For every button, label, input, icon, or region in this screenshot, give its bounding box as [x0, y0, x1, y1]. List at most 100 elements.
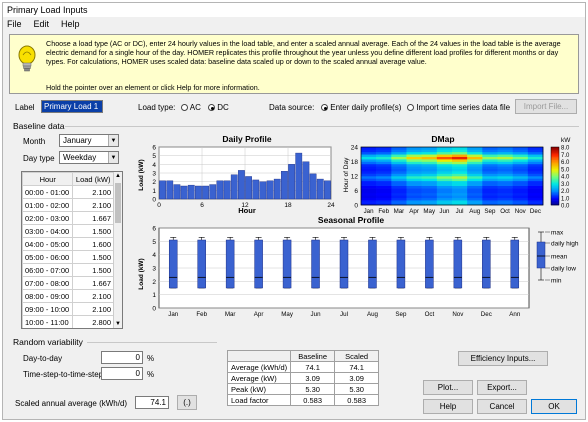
dmap-cell: [482, 171, 498, 174]
stats-header-scaled: Scaled: [334, 350, 380, 362]
daytype-select[interactable]: Weekday ▼: [59, 151, 119, 164]
daily-bar: [259, 181, 267, 200]
dmap-cell: [436, 195, 453, 199]
label-input[interactable]: Primary Load 1: [41, 100, 103, 113]
table-row[interactable]: 08:00 - 09:00 2.100: [22, 289, 114, 303]
table-row[interactable]: 05:00 - 06:00 1.500: [22, 250, 114, 264]
dmap-cell: [361, 190, 377, 194]
load-cell[interactable]: 1.500: [72, 263, 114, 277]
dmap-cell: [512, 163, 529, 167]
scaled-average-button[interactable]: (.): [177, 395, 197, 410]
menu-help[interactable]: Help: [61, 19, 80, 29]
dmap-cell: [406, 178, 422, 182]
daily-bar: [302, 161, 310, 200]
dmap-cell: [467, 159, 483, 162]
timestep-input[interactable]: 0: [101, 367, 143, 380]
data-source-enter-radio[interactable]: Enter daily profile(s): [321, 103, 401, 112]
dmap-cell: [497, 178, 513, 182]
hour-cell: 01:00 - 02:00: [22, 198, 74, 212]
daily-y-tick: 0: [152, 197, 156, 204]
table-scrollbar[interactable]: ▲ ▼: [113, 172, 122, 328]
load-cell[interactable]: 1.500: [72, 250, 114, 264]
daily-y-tick: 3: [152, 171, 156, 178]
stats-row: Load factor 0.583 0.583: [226, 394, 380, 406]
dmap-cell: [406, 197, 422, 201]
plot-button[interactable]: Plot...: [423, 380, 473, 395]
month-select[interactable]: January ▼: [59, 134, 119, 147]
dmap-cell: [467, 192, 483, 196]
help-button[interactable]: Help: [423, 399, 473, 414]
dmap-cell: [421, 154, 438, 157]
menu-bar: File Edit Help: [3, 17, 585, 31]
seasonal-box: [282, 239, 292, 289]
scaled-average-input[interactable]: 74.1: [135, 396, 169, 409]
load-cell[interactable]: 1.667: [72, 211, 114, 225]
dmap-cell: [406, 200, 422, 203]
table-row[interactable]: 06:00 - 07:00 1.500: [22, 263, 114, 277]
seasonal-box: [168, 239, 178, 289]
dmap-cell: [436, 197, 453, 201]
table-row[interactable]: 07:00 - 08:00 1.667: [22, 276, 114, 290]
menu-edit[interactable]: Edit: [33, 19, 50, 29]
dmap-cell: [361, 185, 377, 189]
menu-file[interactable]: File: [7, 19, 22, 29]
load-type-ac-radio[interactable]: AC: [181, 103, 201, 112]
seasonal-x-tick: Apr: [254, 311, 264, 318]
dmap-x-tick: Nov: [515, 208, 527, 215]
table-row[interactable]: 11:00 - 12:003.300: [23, 329, 114, 330]
load-cell[interactable]: 2.100: [72, 289, 114, 303]
dmap-cell: [512, 202, 529, 206]
seasonal-x-tick: Aug: [367, 311, 379, 318]
load-cell[interactable]: 2.100: [72, 198, 114, 212]
scroll-up-icon[interactable]: ▲: [115, 173, 121, 179]
table-row[interactable]: 00:00 - 01:00 2.100: [22, 185, 114, 199]
colorbar-segment: [551, 197, 559, 200]
colorbar-segment: [551, 147, 559, 149]
load-cell[interactable]: 3.300: [73, 329, 114, 330]
dmap-cell: [482, 195, 498, 199]
table-row[interactable]: 02:00 - 03:00 1.667: [22, 211, 114, 225]
load-cell[interactable]: 2.100: [72, 185, 114, 199]
dmap-cell: [361, 188, 377, 191]
table-row[interactable]: 09:00 - 10:00 2.100: [22, 302, 114, 316]
scroll-down-icon[interactable]: ▼: [115, 321, 121, 327]
load-cell[interactable]: 2.100: [72, 302, 114, 316]
dmap-cell: [391, 188, 407, 191]
table-row[interactable]: 03:00 - 04:00 1.500: [22, 224, 114, 238]
day-to-day-input[interactable]: 0: [101, 351, 143, 364]
dmap-cell: [512, 180, 529, 184]
load-cell[interactable]: 1.600: [72, 237, 114, 251]
load-cell[interactable]: 2.800: [72, 315, 114, 328]
load-cell[interactable]: 1.667: [72, 276, 114, 290]
import-file-button[interactable]: Import File...: [515, 99, 577, 114]
ok-button[interactable]: OK: [531, 399, 577, 414]
load-type-dc-radio[interactable]: DC: [208, 103, 229, 112]
chevron-down-icon: ▼: [108, 135, 118, 146]
daily-bar: [309, 173, 317, 200]
dmap-cell: [482, 159, 498, 162]
daily-x-tick: 0: [157, 202, 161, 209]
dmap-cell: [452, 171, 468, 174]
dmap-cell: [512, 183, 529, 186]
table-row[interactable]: 10:00 - 11:00 2.800: [22, 315, 114, 328]
hourly-load-table[interactable]: Hour Load (kW) 00:00 - 01:00 2.100 01:00 -…: [21, 171, 123, 329]
dmap-cell: [436, 147, 453, 150]
dmap-cell: [406, 195, 422, 199]
efficiency-inputs-button[interactable]: Efficiency Inputs...: [458, 351, 548, 366]
table-row[interactable]: 01:00 - 02:00 2.100: [22, 198, 114, 212]
daily-bar: [166, 180, 174, 200]
load-cell[interactable]: 1.500: [72, 224, 114, 238]
dmap-cell: [421, 147, 438, 150]
table-row[interactable]: 04:00 - 05:00 1.600: [22, 237, 114, 251]
export-button[interactable]: Export...: [477, 380, 527, 395]
data-source-import-radio[interactable]: Import time series data file: [407, 103, 510, 112]
daily-x-tick: 12: [241, 202, 249, 209]
dmap-cell: [421, 176, 438, 179]
dmap-cell: [452, 147, 468, 150]
colorbar-segment: [551, 170, 559, 172]
dmap-cell: [452, 183, 468, 186]
dmap-cell: [436, 188, 453, 191]
scroll-thumb[interactable]: [115, 183, 121, 223]
cancel-button[interactable]: Cancel: [477, 399, 527, 414]
dmap-cell: [497, 147, 513, 150]
